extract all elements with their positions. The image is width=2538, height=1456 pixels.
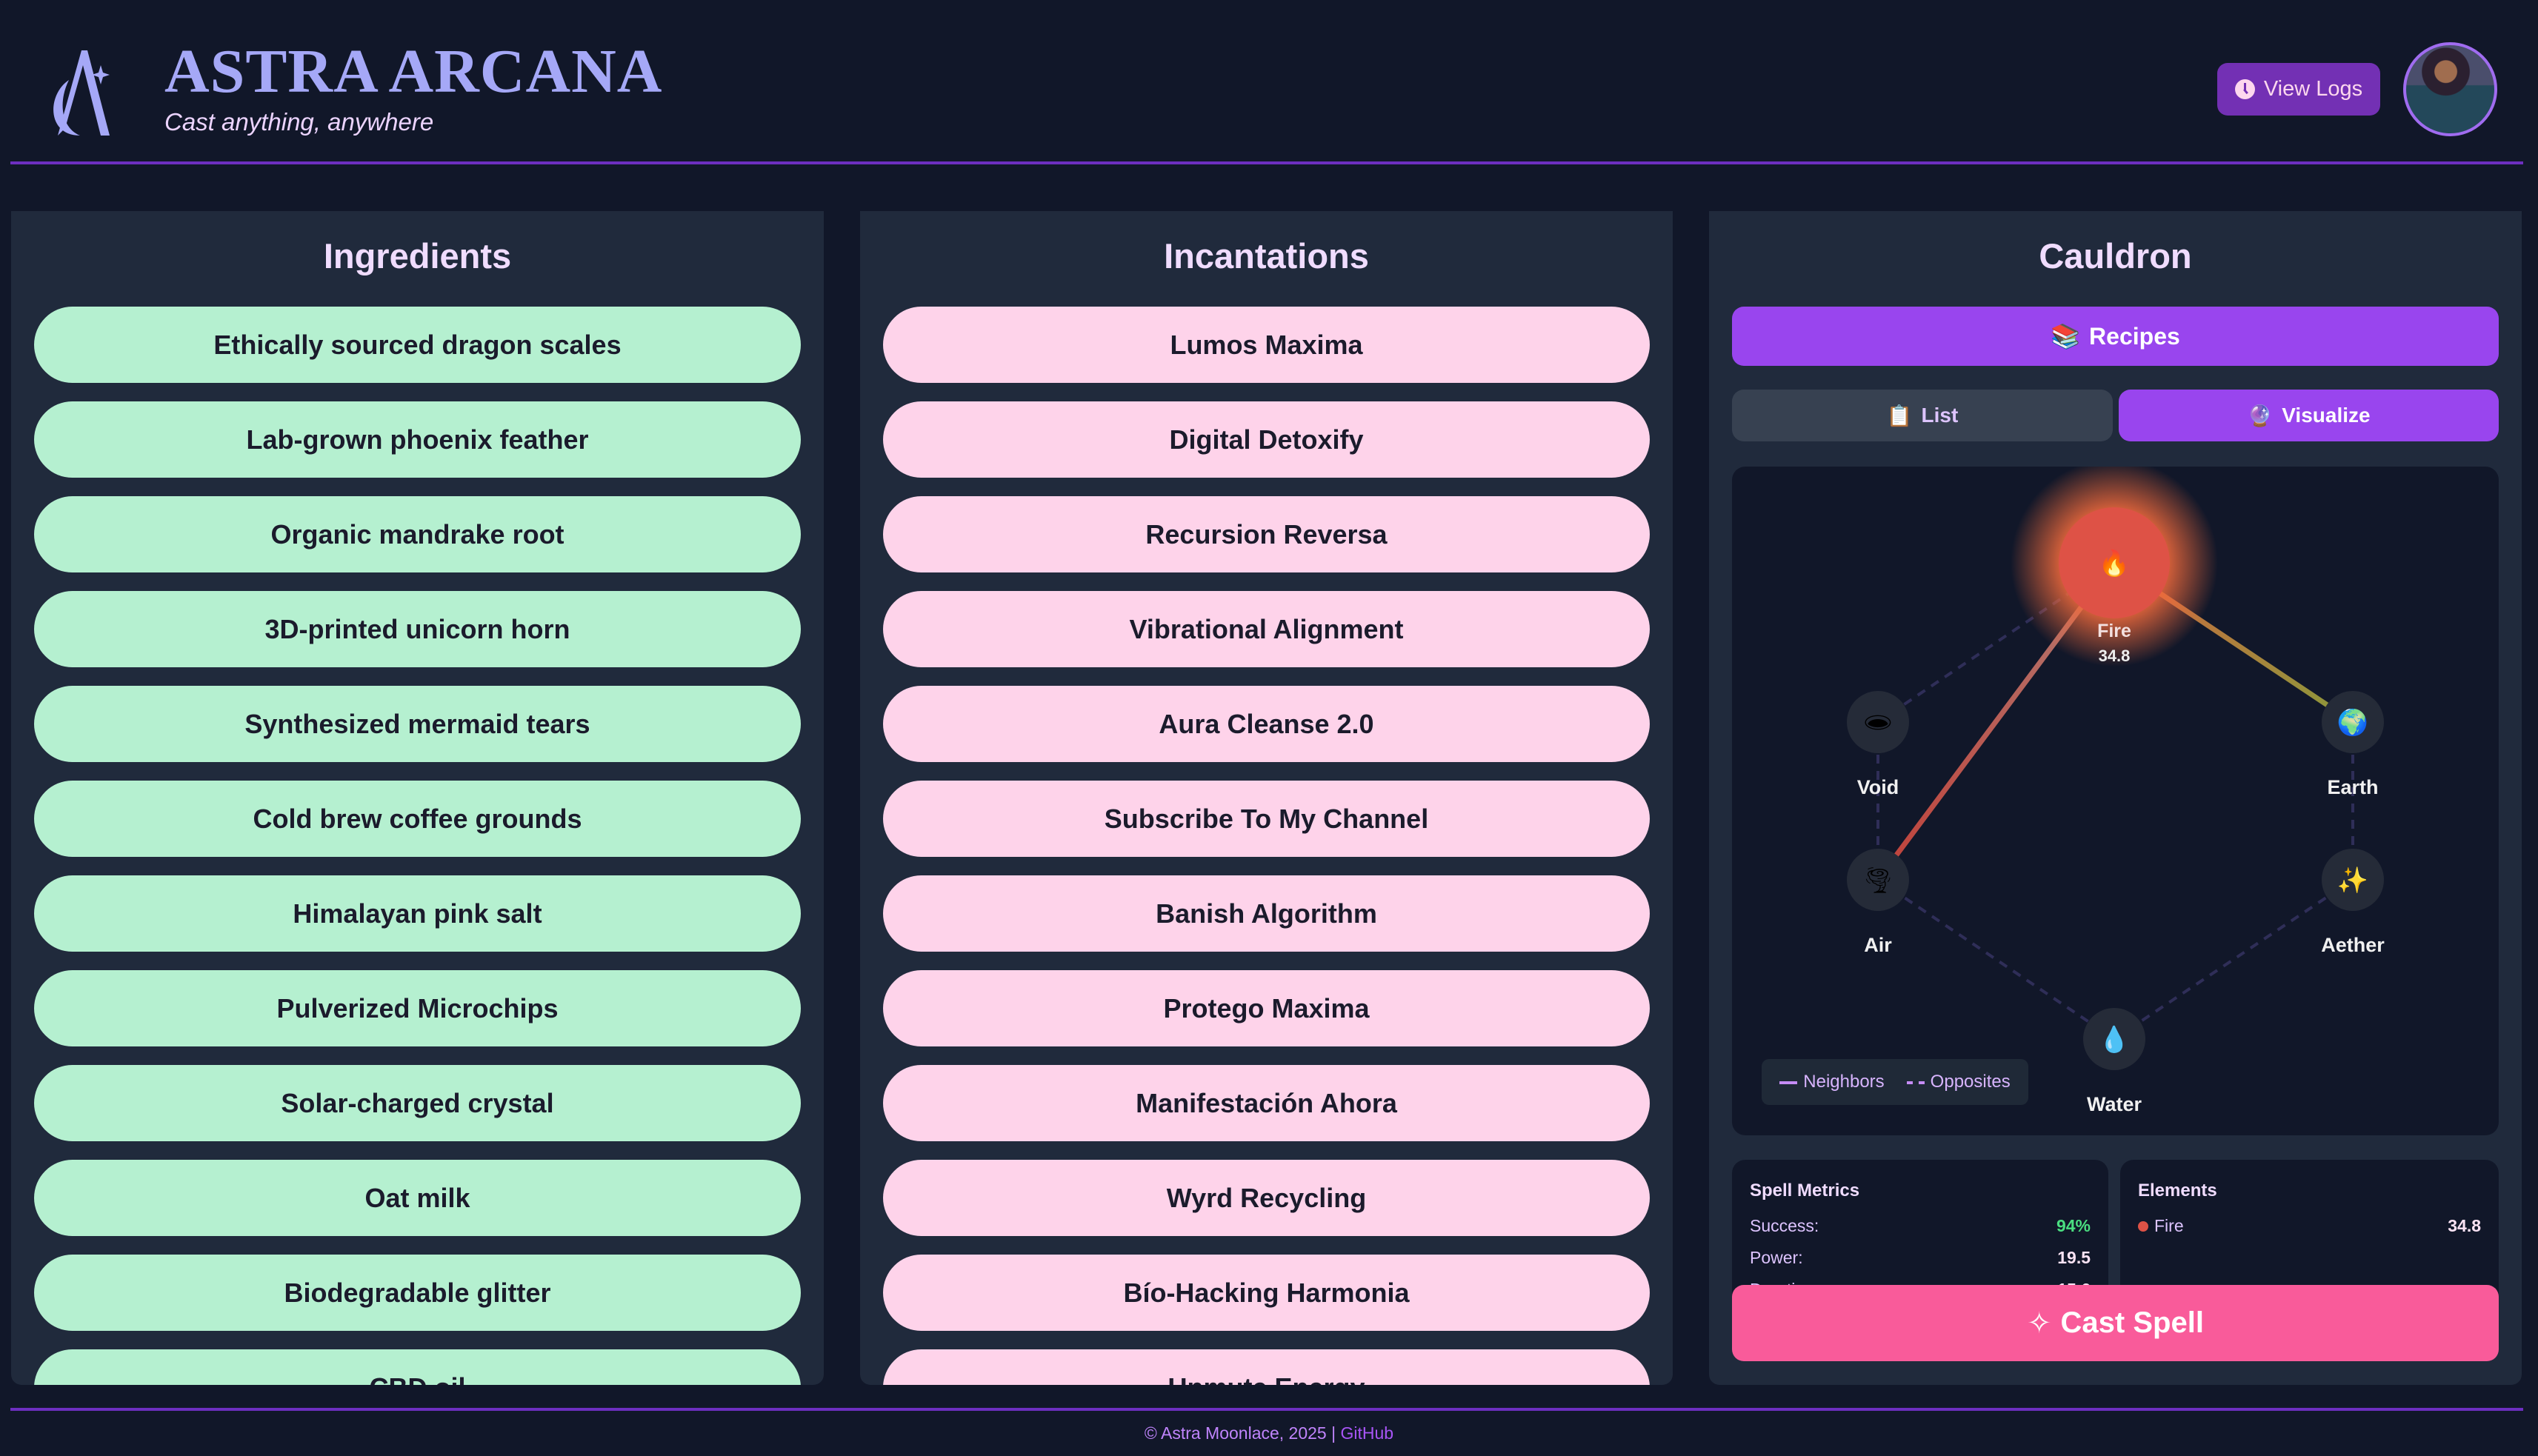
incantation-item[interactable]: Aura Cleanse 2.0 xyxy=(883,686,1650,762)
cast-spell-button[interactable]: ✧ Cast Spell xyxy=(1732,1285,2499,1361)
tab-list[interactable]: 📋 List xyxy=(1732,390,2113,441)
legend-opposites: Opposites xyxy=(1906,1072,2011,1092)
ingredient-item[interactable]: Ethically sourced dragon scales xyxy=(34,307,801,383)
void-icon: 🕳 xyxy=(1862,709,1893,737)
water-icon: 💧 xyxy=(2099,1025,2130,1054)
fire-dot-icon xyxy=(2138,1221,2148,1232)
element-node-fire[interactable]: 🔥 Fire 34.8 xyxy=(2011,467,2218,667)
footer: © Astra Moonlace, 2025 | GitHub xyxy=(1144,1423,1394,1443)
ingredient-item[interactable]: CBD oil xyxy=(34,1349,801,1385)
books-icon: 📚 xyxy=(2051,323,2081,350)
tab-visualize[interactable]: 🔮 Visualize xyxy=(2119,390,2499,441)
clock-icon xyxy=(2234,79,2255,99)
incantation-item[interactable]: Recursion Reversa xyxy=(883,496,1650,572)
header-divider xyxy=(10,161,2523,164)
github-link[interactable]: GitHub xyxy=(1340,1423,1394,1443)
element-node-air[interactable]: 🌪 Air xyxy=(1847,849,1909,956)
elements-card: Elements Fire 34.8 xyxy=(2120,1160,2499,1308)
incantation-item[interactable]: Vibrational Alignment xyxy=(883,591,1650,667)
app-title: ASTRA ARCANA xyxy=(164,37,663,106)
panel-title: Cauldron xyxy=(2039,236,2192,275)
ingredients-panel: Ingredients Ethically sourced dragon sca… xyxy=(11,211,824,1385)
element-node-aether[interactable]: ✨ Aether xyxy=(2321,849,2385,956)
ingredient-item[interactable]: Oat milk xyxy=(34,1160,801,1236)
fire-icon: 🔥 xyxy=(2099,549,2130,578)
metric-value: 19.5 xyxy=(2057,1248,2091,1267)
crystal-ball-icon: 🔮 xyxy=(2247,404,2274,427)
element-graph: 🔥 Fire 34.8 🌍 Earth ✨ Aether 💧 Water 🌪 Air 🕳 Void xyxy=(1847,467,2385,1115)
element-node-earth[interactable]: 🌍 Earth xyxy=(2322,691,2384,798)
incantation-item[interactable]: Protego Maxima xyxy=(883,970,1650,1046)
elements-title: Elements xyxy=(2138,1181,2217,1200)
ingredient-item[interactable]: Himalayan pink salt xyxy=(34,875,801,952)
element-node-water[interactable]: 💧 Water xyxy=(2083,1008,2145,1115)
incantation-item[interactable]: Digital Detoxify xyxy=(883,401,1650,478)
spell-metrics-title: Spell Metrics xyxy=(1750,1181,1860,1200)
void-label: Void xyxy=(1857,776,1899,798)
link-aether-water xyxy=(2113,878,2354,1041)
earth-icon: 🌍 xyxy=(2337,708,2368,737)
incantations-list: Lumos Maxima Digital Detoxify Recursion Re… xyxy=(883,307,1650,1385)
link-air-water xyxy=(1876,878,2116,1041)
panel-title: Incantations xyxy=(1164,236,1369,275)
air-icon: 🌪 xyxy=(1862,866,1893,895)
ingredient-item[interactable]: Cold brew coffee grounds xyxy=(34,781,801,857)
metric-value: 94% xyxy=(2056,1216,2091,1235)
aether-icon: ✨ xyxy=(2337,866,2368,895)
metric-label: Success: xyxy=(1750,1216,1819,1235)
incantation-item[interactable]: Subscribe To My Channel xyxy=(883,781,1650,857)
ingredient-item[interactable]: Synthesized mermaid tears xyxy=(34,686,801,762)
ingredient-item[interactable]: Organic mandrake root xyxy=(34,496,801,572)
ingredient-item[interactable]: 3D-printed unicorn horn xyxy=(34,591,801,667)
incantations-panel: Incantations Lumos Maxima Digital Detoxif… xyxy=(860,211,1673,1385)
air-label: Air xyxy=(1864,934,1892,956)
astra-arcana-logo xyxy=(53,50,110,136)
app-subtitle: Cast anything, anywhere xyxy=(164,108,434,136)
fire-label: Fire xyxy=(2097,621,2131,641)
metric-label: Power: xyxy=(1750,1248,1803,1267)
footer-divider xyxy=(10,1408,2523,1411)
ingredient-item[interactable]: Lab-grown phoenix feather xyxy=(34,401,801,478)
element-visualization: 🔥 Fire 34.8 🌍 Earth ✨ Aether 💧 Water 🌪 Air 🕳 Void Ne… xyxy=(1732,467,2499,1135)
sparkle-icon: ✧ xyxy=(2027,1306,2052,1340)
water-label: Water xyxy=(2087,1093,2142,1115)
element-node-void[interactable]: 🕳 Void xyxy=(1847,691,1909,798)
legend-neighbors: Neighbors xyxy=(1779,1072,1885,1092)
ingredient-item[interactable]: Pulverized Microchips xyxy=(34,970,801,1046)
incantation-item[interactable]: Banish Algorithm xyxy=(883,875,1650,952)
fire-value: 34.8 xyxy=(2099,647,2131,665)
clipboard-icon: 📋 xyxy=(1886,404,1913,427)
metric-row: Success: 94% xyxy=(1750,1216,2091,1236)
ingredient-item[interactable]: Solar-charged crystal xyxy=(34,1065,801,1141)
element-row-fire: Fire 34.8 xyxy=(2138,1216,2481,1236)
incantation-item[interactable]: Lumos Maxima xyxy=(883,307,1650,383)
panel-title: Ingredients xyxy=(323,236,512,275)
ingredient-item[interactable]: Biodegradable glitter xyxy=(34,1255,801,1331)
incantation-item[interactable]: Bío-Hacking Harmonia xyxy=(883,1255,1650,1331)
metric-row: Power: 19.5 xyxy=(1750,1248,2091,1268)
incantation-item[interactable]: Wyrd Recycling xyxy=(883,1160,1650,1236)
incantation-item[interactable]: Unmute Energy xyxy=(883,1349,1650,1385)
view-logs-button[interactable]: View Logs xyxy=(2217,63,2380,116)
incantation-item[interactable]: Manifestación Ahora xyxy=(883,1065,1650,1141)
earth-label: Earth xyxy=(2327,776,2378,798)
aether-label: Aether xyxy=(2321,934,2385,956)
user-avatar[interactable] xyxy=(2403,42,2497,136)
graph-legend: Neighbors Opposites xyxy=(1762,1059,2028,1105)
recipes-button[interactable]: 📚 Recipes xyxy=(1732,307,2499,366)
ingredients-list: Ethically sourced dragon scales Lab-grown… xyxy=(34,307,801,1385)
